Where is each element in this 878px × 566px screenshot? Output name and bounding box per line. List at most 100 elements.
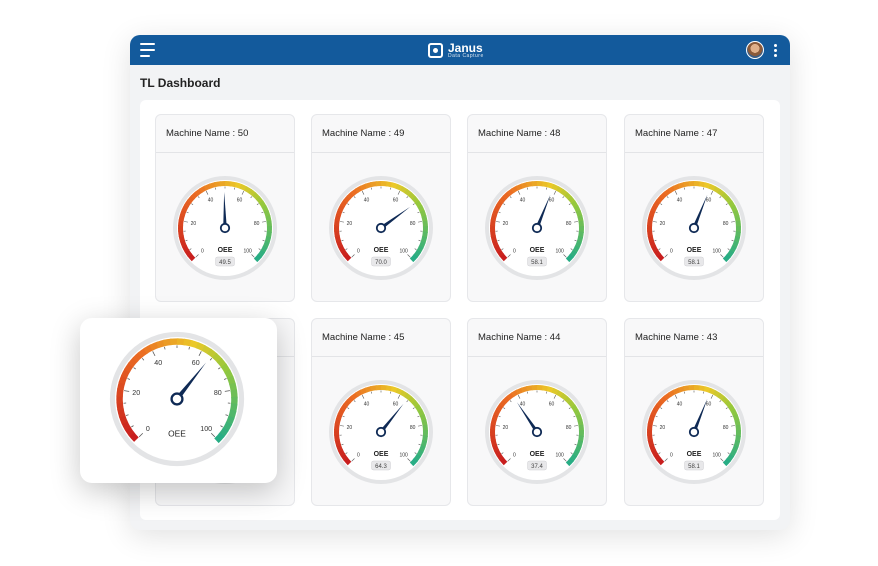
gauge-tick xyxy=(562,196,565,199)
gauge-tick xyxy=(658,452,661,454)
gauge-tick-label: 20 xyxy=(660,425,666,431)
gauge-needle xyxy=(175,362,206,401)
gauge-tick xyxy=(345,248,348,250)
gauge-tick xyxy=(342,211,345,214)
gauge-tick xyxy=(503,407,506,410)
gauge-tick-label: 100 xyxy=(243,249,252,255)
gauge-tick xyxy=(406,196,409,199)
gauge-tick xyxy=(563,254,567,258)
gauge-tick-label: 80 xyxy=(254,221,260,227)
gauge-tick xyxy=(224,390,230,392)
gauge-tick xyxy=(495,425,501,427)
gauge-tick xyxy=(418,443,421,446)
hamburger-menu-icon[interactable] xyxy=(140,43,155,57)
gauge-tick-label: 100 xyxy=(399,249,408,255)
gauge-tick xyxy=(553,394,557,399)
machine-card[interactable]: Machine Name : 43 0 20 40 60 80 100 OEE 58.1 xyxy=(624,318,764,506)
gauge-tick-label: 0 xyxy=(513,249,516,255)
gauge-tick xyxy=(141,358,145,361)
gauge-tick xyxy=(658,248,661,250)
oee-gauge: 0 20 40 60 80 100 OEE 58.1 xyxy=(642,176,746,280)
gauge-value-text: 37.4 xyxy=(531,464,543,470)
gauge-tick-label: 0 xyxy=(357,453,360,459)
gauge-value-box xyxy=(527,460,547,471)
gauge-tick xyxy=(719,196,722,199)
gauge-needle xyxy=(223,192,227,229)
user-avatar[interactable] xyxy=(746,41,764,59)
gauge-label: OEE xyxy=(530,451,545,458)
gauge-tick-label: 20 xyxy=(191,221,197,227)
gauge-tick xyxy=(654,443,657,446)
machine-name: Machine Name : 43 xyxy=(625,319,763,357)
gauge-tick xyxy=(501,452,504,454)
top-navigation-bar: Janus Data Capture xyxy=(130,35,790,65)
gauge-tick xyxy=(417,211,420,214)
gauge-tick xyxy=(414,452,417,454)
gauge-tick xyxy=(719,400,722,403)
machine-card[interactable]: Machine Name : 47 0 20 40 60 80 100 OEE 58.1 xyxy=(624,114,764,302)
gauge-tick-label: 20 xyxy=(347,425,353,431)
gauge-value-text: 58.1 xyxy=(688,260,700,266)
gauge-tick xyxy=(727,452,730,454)
oee-gauge: 0 20 40 60 80 100 OEE 49.5 xyxy=(173,176,277,280)
oee-gauge: 0 20 40 60 80 100 OEE xyxy=(109,331,245,467)
gauge-tick xyxy=(342,415,345,418)
gauge-arc-segment xyxy=(565,457,574,467)
gauge-tick xyxy=(664,254,668,258)
gauge-tick-label: 100 xyxy=(712,249,721,255)
gauge-tick-label: 0 xyxy=(670,249,673,255)
gauge-tick xyxy=(417,415,420,418)
gauge-tick xyxy=(725,203,728,206)
gauge-tick xyxy=(133,367,136,370)
gauge-tick xyxy=(125,414,129,416)
gauge-value-box xyxy=(684,256,704,267)
gauge-hub xyxy=(688,222,700,234)
gauge-arc-segment xyxy=(722,457,731,467)
gauge-tick-label: 80 xyxy=(566,221,572,227)
gauge-tick xyxy=(730,211,733,214)
gauge-tick-label: 40 xyxy=(520,401,526,407)
machine-card[interactable]: Machine Name : 48 0 20 40 60 80 100 OEE 58.1 xyxy=(467,114,607,302)
gauge-tick xyxy=(225,414,229,416)
gauge-tick xyxy=(412,407,415,410)
gauge-tick xyxy=(397,394,401,399)
gauge-tick-label: 40 xyxy=(677,401,683,407)
gauge-tick xyxy=(509,196,512,199)
machine-name: Machine Name : 47 xyxy=(625,115,763,153)
gauge-tick-label: 0 xyxy=(670,453,673,459)
oee-gauge: 0 20 40 60 80 100 OEE 58.1 xyxy=(485,176,589,280)
gauge-tick-label: 100 xyxy=(399,453,408,459)
gauge-tick-label: 20 xyxy=(347,221,353,227)
oee-gauge: 0 20 40 60 80 100 OEE 58.1 xyxy=(642,380,746,484)
gauge-tick-label: 80 xyxy=(566,425,572,431)
gauge-arc-segment xyxy=(409,253,418,263)
gauge-tick xyxy=(188,346,190,350)
gauge-tick-label: 0 xyxy=(357,249,360,255)
gauge-tick xyxy=(361,394,365,399)
more-options-icon[interactable] xyxy=(774,44,777,57)
gauge-tick xyxy=(710,394,714,399)
gauge-tick-label: 60 xyxy=(393,197,399,203)
machine-card[interactable]: Machine Name : 50 0 20 40 60 80 100 OEE 49.5 xyxy=(155,114,295,302)
gauge-tick xyxy=(414,248,417,250)
gauge-tick xyxy=(124,390,130,392)
gauge-tick-label: 40 xyxy=(677,197,683,203)
gauge-tick-label: 40 xyxy=(364,401,370,407)
gauge-tick xyxy=(553,190,557,195)
gauge-tick xyxy=(666,196,669,199)
machine-name: Machine Name : 45 xyxy=(312,319,450,357)
machine-card[interactable]: Machine Name : 45 0 20 40 60 80 100 OEE 64.3 xyxy=(311,318,451,506)
gauge-tick xyxy=(131,425,134,428)
gauge-tick xyxy=(191,203,194,206)
gauge-value-box xyxy=(215,256,235,267)
gauge-tick xyxy=(223,378,227,380)
gauge-tick xyxy=(503,203,506,206)
gauge-label: OEE xyxy=(374,451,389,458)
app-logo[interactable]: Janus Data Capture xyxy=(428,40,484,60)
machine-card[interactable]: Machine Name : 49 0 20 40 60 80 100 OEE 70.0 xyxy=(311,114,451,302)
gauge-tick xyxy=(261,211,264,214)
gauge-tick xyxy=(730,221,736,223)
gauge-tick-label: 40 xyxy=(364,197,370,203)
machine-card[interactable]: Machine Name : 44 0 20 40 60 80 100 OEE 37.4 xyxy=(467,318,607,506)
gauge-tick-label: 40 xyxy=(208,197,214,203)
